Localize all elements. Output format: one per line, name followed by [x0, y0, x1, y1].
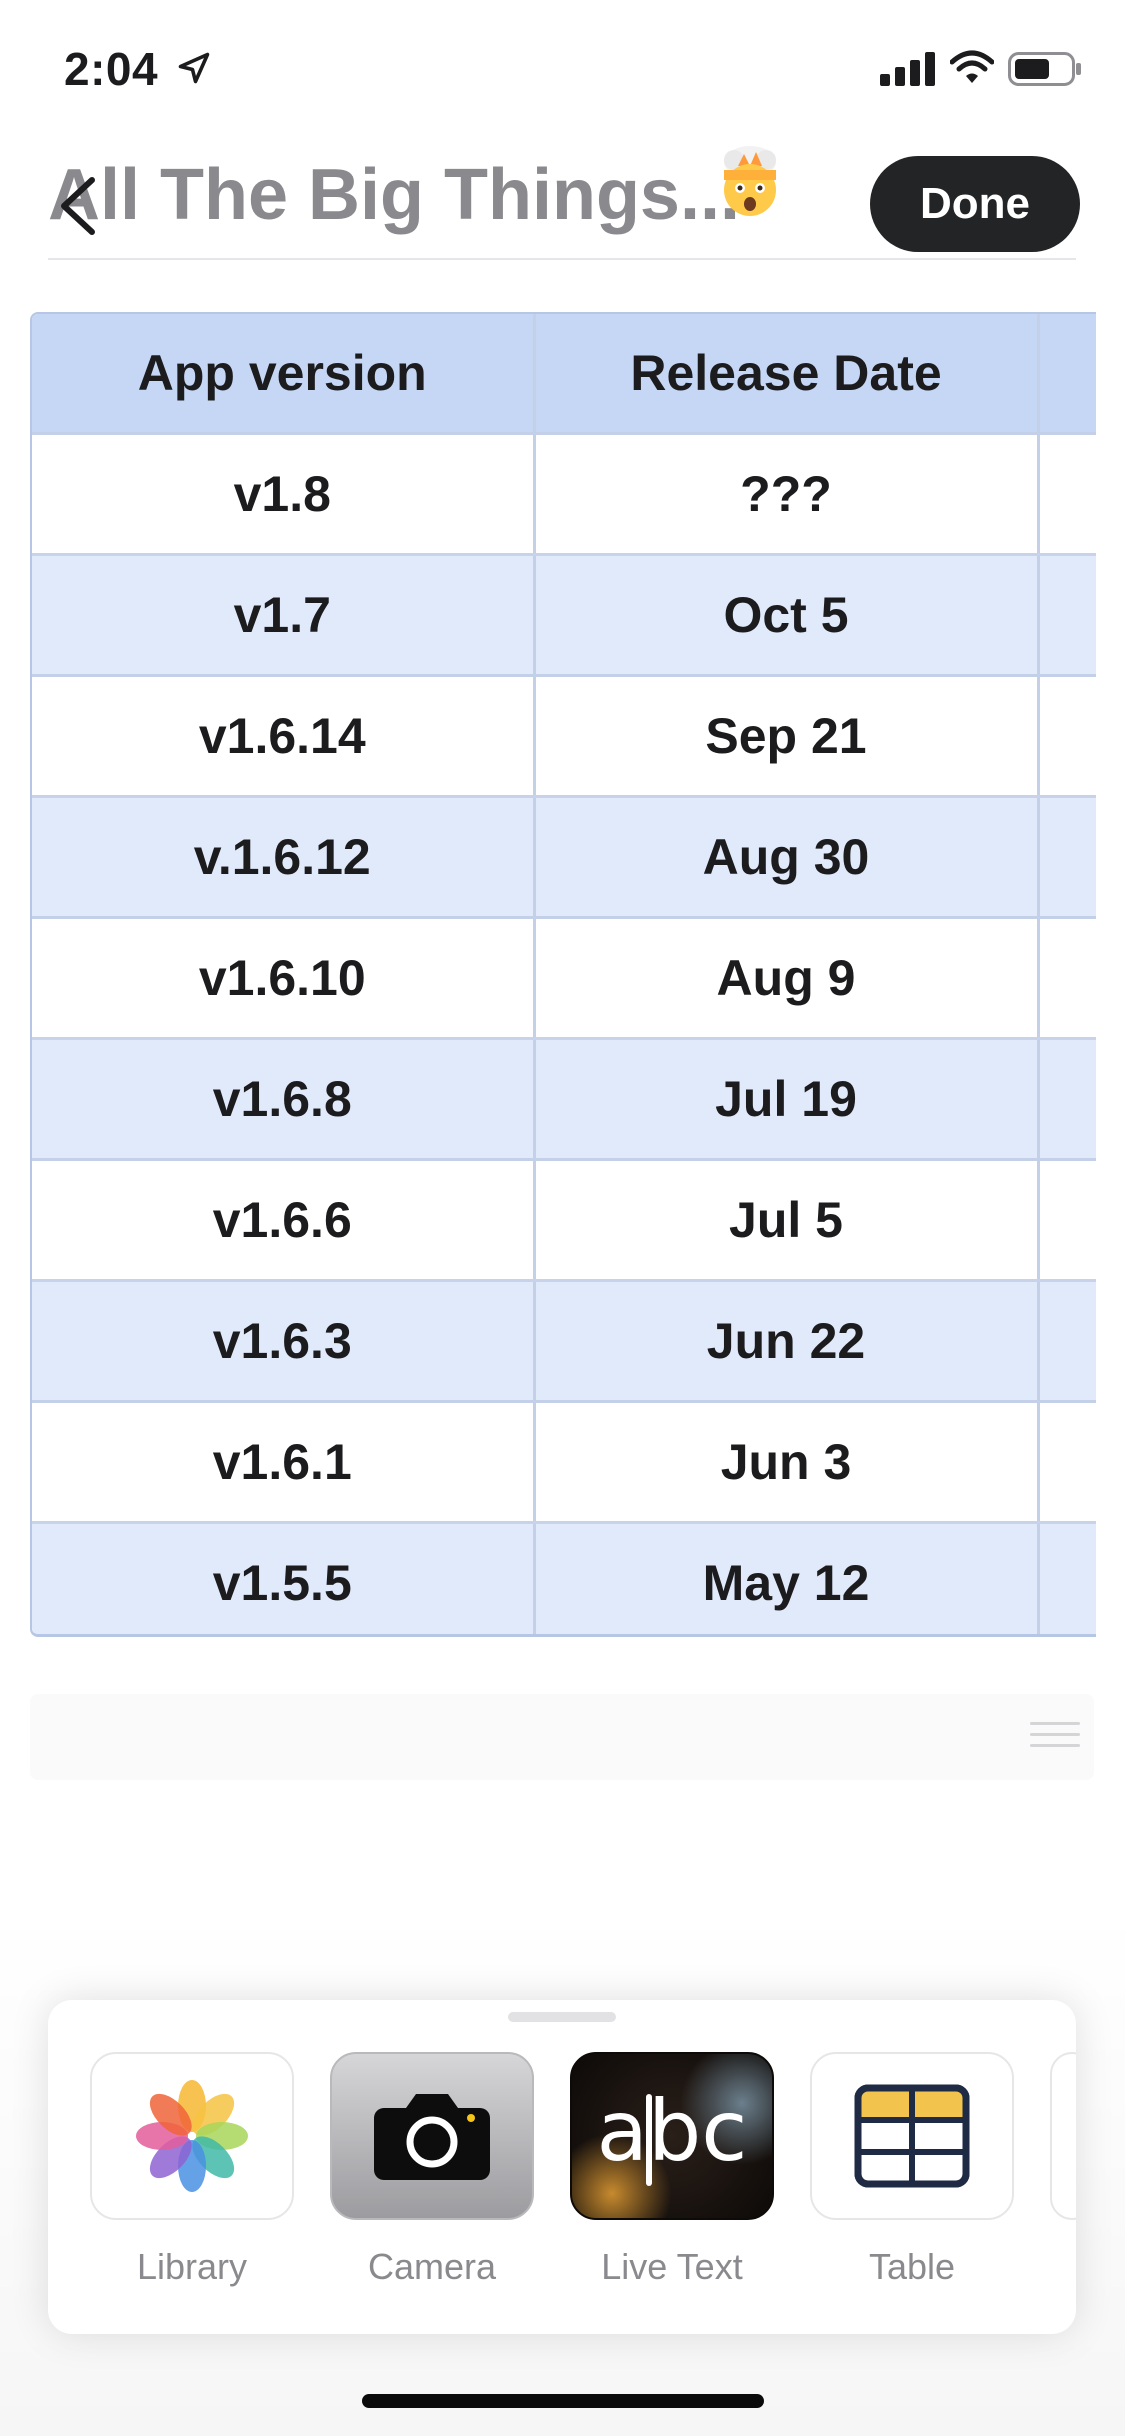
- table-cell-version[interactable]: v1.6.14: [32, 675, 536, 798]
- table-cell-date[interactable]: Sep 21: [534, 675, 1040, 798]
- text-cursor-icon: [646, 2094, 652, 2186]
- sheet-grabber[interactable]: [508, 2012, 616, 2022]
- table-row: v1.6.14 Sep 21: [32, 675, 1096, 798]
- table-cell-version[interactable]: v1.6.10: [32, 917, 536, 1040]
- table-row: v1.8 ???: [32, 433, 1096, 556]
- table-cell-extra[interactable]: [1038, 796, 1096, 919]
- done-button[interactable]: Done: [870, 156, 1080, 252]
- table-cell-date[interactable]: Jun 22: [534, 1280, 1040, 1403]
- camera-tile[interactable]: [330, 2052, 534, 2220]
- table-cell-date[interactable]: ???: [534, 433, 1040, 556]
- table-cell-version[interactable]: v1.7: [32, 554, 536, 677]
- tool-label-library: Library: [136, 2246, 248, 2287]
- column-header-app-version[interactable]: App version: [32, 314, 536, 435]
- wifi-icon: [950, 50, 994, 83]
- tool-label-table: Table: [868, 2246, 956, 2287]
- table-cell-date[interactable]: Jul 19: [534, 1038, 1040, 1161]
- note-title[interactable]: All The Big Things...: [48, 155, 740, 235]
- note-header: All The Big Things... Done: [0, 140, 1125, 260]
- live-text-tile[interactable]: abc: [570, 2052, 774, 2220]
- table-cell-extra[interactable]: [1038, 554, 1096, 677]
- tool-live-text[interactable]: abc Live Text: [570, 2052, 774, 2288]
- table-cell-version[interactable]: v1.8: [32, 433, 536, 556]
- exploding-head-emoji-icon: [724, 146, 776, 216]
- table-row: v1.6.8 Jul 19: [32, 1038, 1096, 1161]
- table-cell-extra[interactable]: [1038, 1401, 1096, 1524]
- back-chevron-icon[interactable]: [56, 176, 100, 236]
- library-tile[interactable]: [90, 2052, 294, 2220]
- table-cell-version[interactable]: v1.6.3: [32, 1280, 536, 1403]
- table-row: v1.6.6 Jul 5: [32, 1159, 1096, 1282]
- table-cell-extra[interactable]: [1038, 675, 1096, 798]
- table-cell-date[interactable]: Aug 9: [534, 917, 1040, 1040]
- table-cell-extra[interactable]: [1038, 917, 1096, 1040]
- table-cell-date[interactable]: May 12: [534, 1522, 1040, 1634]
- battery-icon: [1008, 52, 1081, 86]
- table-row: v.1.6.12 Aug 30: [32, 796, 1096, 919]
- column-header-third[interactable]: [1038, 314, 1096, 435]
- tool-label-camera: Camera: [367, 2246, 497, 2287]
- tool-camera[interactable]: Camera: [330, 2052, 534, 2288]
- table-cell-date[interactable]: Oct 5: [534, 554, 1040, 677]
- tool-more-partial[interactable]: [1050, 2052, 1076, 2220]
- table-icon: [854, 2084, 970, 2188]
- empty-text-block[interactable]: [30, 1694, 1094, 1780]
- location-arrow-icon: [178, 52, 210, 84]
- release-table-grid: App version Release Date v1.8 ??? v1.7 O…: [32, 314, 1096, 1634]
- tool-label-live-text: Live Text: [601, 2246, 743, 2287]
- drag-handle-icon[interactable]: [1030, 1718, 1080, 1752]
- table-cell-extra[interactable]: [1038, 1522, 1096, 1634]
- release-table[interactable]: App version Release Date v1.8 ??? v1.7 O…: [30, 312, 1096, 1637]
- table-row: v1.6.10 Aug 9: [32, 917, 1096, 1040]
- table-cell-version[interactable]: v1.6.6: [32, 1159, 536, 1282]
- table-header-row: App version Release Date: [32, 314, 1096, 435]
- table-tile[interactable]: [810, 2052, 1014, 2220]
- photos-icon: [136, 2080, 248, 2192]
- insert-tools-sheet: Library Camera abc Live Text: [48, 2000, 1076, 2334]
- table-row: v1.6.3 Jun 22: [32, 1280, 1096, 1403]
- tool-library[interactable]: Library: [90, 2052, 294, 2288]
- table-cell-extra[interactable]: [1038, 1159, 1096, 1282]
- table-row: v1.6.1 Jun 3: [32, 1401, 1096, 1524]
- table-cell-extra[interactable]: [1038, 433, 1096, 556]
- table-cell-version[interactable]: v.1.6.12: [32, 796, 536, 919]
- table-cell-version[interactable]: v1.6.8: [32, 1038, 536, 1161]
- status-time: 2:04: [64, 43, 159, 95]
- home-indicator[interactable]: [362, 2394, 764, 2408]
- cellular-signal-icon: [880, 52, 935, 86]
- table-cell-version[interactable]: v1.6.1: [32, 1401, 536, 1524]
- table-cell-date[interactable]: Jul 5: [534, 1159, 1040, 1282]
- column-header-release-date[interactable]: Release Date: [534, 314, 1040, 435]
- table-row: v1.5.5 May 12: [32, 1522, 1096, 1634]
- table-cell-version[interactable]: v1.5.5: [32, 1522, 536, 1634]
- tool-table[interactable]: Table: [810, 2052, 1014, 2288]
- table-row: v1.7 Oct 5: [32, 554, 1096, 677]
- camera-icon: [374, 2094, 490, 2180]
- live-text-icon: abc: [596, 2082, 748, 2180]
- table-cell-date[interactable]: Jun 3: [534, 1401, 1040, 1524]
- header-divider: [48, 258, 1076, 260]
- table-cell-extra[interactable]: [1038, 1038, 1096, 1161]
- status-bar: 2:04: [0, 0, 1125, 140]
- table-cell-date[interactable]: Aug 30: [534, 796, 1040, 919]
- table-cell-extra[interactable]: [1038, 1280, 1096, 1403]
